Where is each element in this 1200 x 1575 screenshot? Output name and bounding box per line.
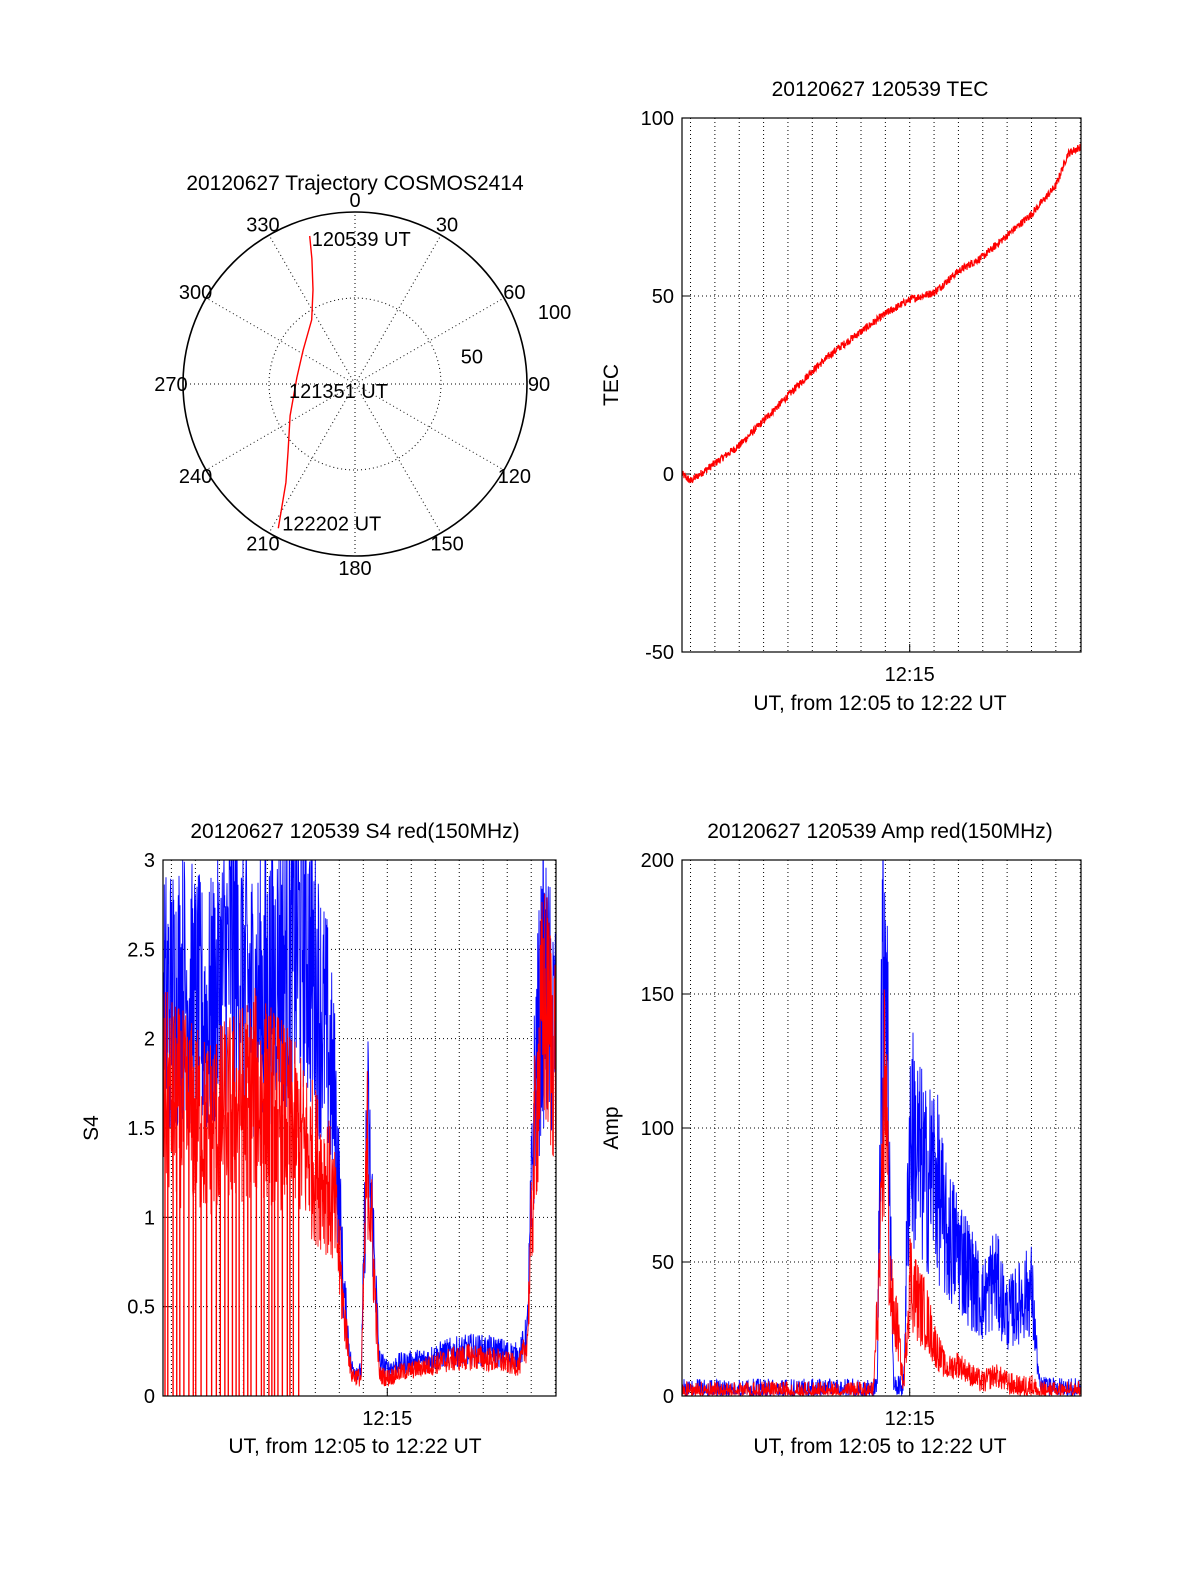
- tec-ytick-label: -50: [645, 642, 674, 664]
- polar-azimuth-label: 150: [430, 533, 463, 555]
- s4-ytick-label: 2.5: [127, 939, 155, 961]
- polar-azimuth-label: 330: [246, 215, 279, 237]
- amp-series-blue: [682, 860, 1081, 1396]
- amp-ylabel: Amp: [600, 1106, 623, 1149]
- polar-annotation-end: 122202 UT: [282, 513, 381, 535]
- s4-title: 20120627 120539 S4 red(150MHz): [190, 820, 519, 843]
- amp-ytick-label: 0: [663, 1386, 674, 1408]
- tec-ylabel: TEC: [600, 364, 623, 406]
- polar-azimuth-label: 120: [498, 466, 531, 488]
- amp-ytick-label: 150: [641, 984, 674, 1006]
- polar-radius-label: 100: [538, 302, 571, 324]
- polar-azimuth-label: 210: [246, 533, 279, 555]
- polar-trajectory-chart: 20120627 Trajectory COSMOS2414 0 30 60 90 12…: [154, 172, 571, 580]
- tec-title: 20120627 120539 TEC: [772, 78, 989, 101]
- polar-title: 20120627 Trajectory COSMOS2414: [186, 172, 524, 195]
- amp-xtick-label: 12:15: [885, 1408, 935, 1430]
- polar-spoke: [268, 234, 356, 385]
- polar-spoke: [354, 234, 442, 385]
- polar-azimuth-label: 180: [338, 558, 371, 580]
- amp-frame: [681, 859, 1082, 1397]
- polar-azimuth-label: 240: [179, 466, 212, 488]
- polar-radius-label: 50: [461, 346, 483, 368]
- tec-frame: [681, 117, 1082, 653]
- s4-ytick-label: 1.5: [127, 1118, 155, 1140]
- polar-ring-50: [268, 297, 442, 471]
- tec-xtick-label: 12:15: [885, 664, 935, 686]
- polar-azimuth-label: 30: [436, 215, 458, 237]
- s4-ytick-label: 2: [144, 1029, 155, 1051]
- tec-series-red: [682, 142, 1081, 484]
- polar-trajectory-line: [277, 235, 314, 529]
- amp-ytick-label: 50: [652, 1252, 674, 1274]
- polar-azimuth-label: 90: [528, 374, 550, 396]
- polar-spoke: [354, 297, 505, 385]
- polar-annotation-start: 120539 UT: [312, 229, 411, 251]
- s4-xtick-label: 12:15: [362, 1408, 412, 1430]
- amp-xlabel: UT, from 12:05 to 12:22 UT: [753, 1435, 1006, 1458]
- amp-chart: 20120627 120539 Amp red(150MHz) Amp UT, …: [600, 820, 1082, 1458]
- amp-series-red: [682, 989, 1081, 1396]
- tec-chart: 20120627 120539 TEC TEC UT, from 12:05 t…: [600, 78, 1082, 715]
- s4-ytick-label: 0: [144, 1386, 155, 1408]
- amp-title: 20120627 120539 Amp red(150MHz): [707, 820, 1053, 843]
- s4-ylabel: S4: [80, 1115, 103, 1141]
- polar-outer-ring: [182, 211, 528, 557]
- s4-frame: [162, 859, 557, 1397]
- s4-ytick-label: 1: [144, 1207, 155, 1229]
- s4-xlabel: UT, from 12:05 to 12:22 UT: [228, 1435, 481, 1458]
- s4-chart: 20120627 120539 S4 red(150MHz) S4 UT, fr…: [80, 820, 557, 1458]
- amp-ytick-label: 100: [641, 1118, 674, 1140]
- polar-spoke: [205, 297, 356, 385]
- polar-spoke: [354, 383, 505, 471]
- tec-ytick-label: 0: [663, 464, 674, 486]
- polar-spoke: [354, 383, 442, 534]
- polar-azimuth-label: 270: [154, 374, 187, 396]
- s4-series-red: [163, 893, 556, 1387]
- s4-series-blue: [163, 860, 556, 1380]
- tec-ytick-label: 50: [652, 286, 674, 308]
- polar-spoke: [268, 383, 356, 534]
- polar-spoke: [205, 383, 356, 471]
- polar-azimuth-label: 60: [503, 282, 525, 304]
- tec-ytick-label: 100: [641, 108, 674, 130]
- polar-azimuth-label: 300: [179, 282, 212, 304]
- polar-annotation-mid: 121351 UT: [289, 381, 388, 403]
- tec-xlabel: UT, from 12:05 to 12:22 UT: [753, 692, 1006, 715]
- polar-azimuth-label: 0: [349, 190, 360, 212]
- amp-ytick-label: 200: [641, 850, 674, 872]
- s4-ytick-label: 3: [144, 850, 155, 872]
- s4-ytick-label: 0.5: [127, 1297, 155, 1319]
